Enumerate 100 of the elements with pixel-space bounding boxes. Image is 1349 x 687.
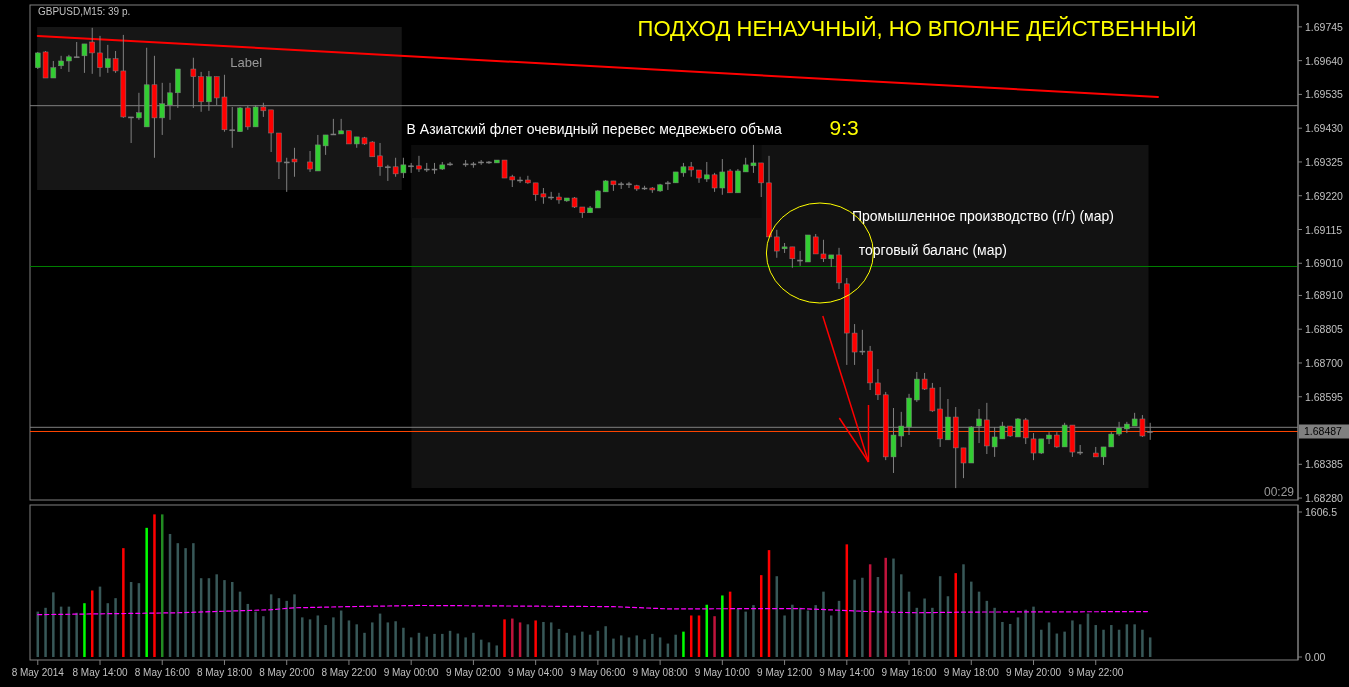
x-tick-label: 8 May 16:00 bbox=[134, 667, 191, 678]
y-tick-label: 1.69430 bbox=[1305, 122, 1344, 135]
bar bbox=[511, 618, 514, 657]
candlestick bbox=[735, 168, 741, 194]
bar bbox=[75, 612, 78, 657]
x-tick-label: 9 May 16:00 bbox=[881, 667, 937, 678]
bar bbox=[970, 581, 973, 657]
y-tick-label: 1.68385 bbox=[1305, 458, 1344, 471]
x-tick-label: 9 May 04:00 bbox=[508, 667, 564, 678]
candlestick bbox=[307, 150, 313, 173]
candlestick bbox=[626, 181, 632, 189]
y-tick-label: 1.69010 bbox=[1305, 257, 1344, 270]
bar bbox=[332, 617, 335, 657]
bar bbox=[153, 514, 156, 657]
annotation: 00:29 bbox=[1263, 485, 1295, 499]
y-tick-label: 1.69220 bbox=[1305, 189, 1344, 202]
bar bbox=[923, 598, 926, 657]
bar bbox=[744, 611, 747, 657]
bar bbox=[861, 577, 864, 657]
annotation: Label bbox=[230, 55, 263, 70]
bar bbox=[355, 624, 358, 657]
bar bbox=[1094, 625, 1097, 657]
candlestick bbox=[1046, 431, 1052, 445]
bar bbox=[1001, 621, 1004, 657]
bar bbox=[44, 607, 47, 657]
bar bbox=[472, 632, 475, 657]
y-tick-label: 1.68910 bbox=[1305, 289, 1344, 302]
bar bbox=[192, 543, 195, 657]
y-tick-label: 1.69115 bbox=[1305, 223, 1343, 236]
candlestick bbox=[128, 116, 134, 144]
bar bbox=[822, 591, 825, 657]
x-tick-label: 9 May 20:00 bbox=[1005, 667, 1062, 678]
bar bbox=[215, 574, 218, 657]
bar bbox=[643, 639, 646, 657]
bar bbox=[604, 626, 607, 657]
bar bbox=[262, 616, 265, 657]
bar bbox=[1063, 631, 1066, 657]
bar bbox=[324, 625, 327, 657]
annotation: Промышленное производство (г/г) (мар) bbox=[851, 208, 1114, 224]
bar bbox=[892, 558, 895, 657]
y-tick-label: 1.69535 bbox=[1305, 88, 1344, 101]
bar bbox=[674, 634, 677, 657]
chart-subtitle: GBPUSD,M15: 39 p. bbox=[38, 6, 131, 17]
bar bbox=[954, 573, 957, 657]
bar bbox=[1071, 620, 1074, 657]
x-tick-label: 8 May 20:00 bbox=[259, 667, 315, 678]
bar bbox=[1040, 629, 1043, 657]
ref-line-label: 1.68487 bbox=[1304, 425, 1343, 438]
bar bbox=[1110, 625, 1113, 657]
x-tick-label: 9 May 10:00 bbox=[694, 667, 751, 678]
bar bbox=[425, 636, 428, 657]
bar bbox=[612, 638, 615, 657]
bar bbox=[993, 607, 996, 657]
annotation: В Азиатский флет очевидный перевес медвежьего объма bbox=[406, 121, 783, 137]
x-tick-label: 8 May 14:00 bbox=[72, 667, 128, 678]
x-tick-label: 8 May 2014 bbox=[11, 667, 65, 678]
y-tick-label: 0.00 bbox=[1305, 651, 1326, 663]
bar bbox=[783, 615, 786, 657]
candlestick bbox=[377, 142, 383, 177]
bar bbox=[884, 557, 887, 657]
bar bbox=[464, 637, 467, 657]
bar bbox=[721, 595, 724, 657]
text: ПОДХОД НЕНАУЧНЫЙ, НО ВПОЛНЕ ДЕЙСТВЕННЫЙ bbox=[637, 16, 1197, 41]
bar bbox=[573, 635, 576, 657]
bar bbox=[433, 633, 436, 657]
y-tick-label: 1.68595 bbox=[1305, 390, 1344, 403]
line-series bbox=[37, 604, 1151, 616]
y-tick-label: 1.68805 bbox=[1305, 323, 1344, 336]
bar bbox=[1032, 606, 1035, 657]
bar bbox=[495, 645, 498, 657]
bar bbox=[581, 631, 584, 657]
bar bbox=[254, 611, 257, 657]
y-tick-label: 1.69745 bbox=[1305, 20, 1344, 33]
bar bbox=[853, 579, 856, 657]
candlestick bbox=[66, 54, 72, 73]
x-tick-label: 9 May 22:00 bbox=[1068, 667, 1124, 678]
bar bbox=[402, 627, 405, 657]
bar bbox=[184, 548, 187, 657]
x-tick-label: 9 May 14:00 bbox=[819, 667, 875, 678]
bar bbox=[900, 574, 903, 657]
candlestick bbox=[58, 55, 64, 70]
x-tick-label: 9 May 08:00 bbox=[632, 667, 689, 678]
x-tick-label: 9 May 12:00 bbox=[757, 667, 813, 678]
bar bbox=[293, 594, 296, 657]
x-tick-label: 9 May 18:00 bbox=[943, 667, 1000, 678]
y-tick-label: 1606.5 bbox=[1305, 506, 1338, 518]
candlestick bbox=[517, 176, 523, 184]
bar bbox=[285, 600, 288, 657]
bar bbox=[534, 620, 537, 657]
bar bbox=[931, 607, 934, 657]
bar bbox=[1141, 629, 1144, 657]
candlestick bbox=[665, 180, 671, 191]
bar bbox=[223, 580, 226, 657]
candlestick bbox=[556, 192, 562, 205]
bar bbox=[441, 633, 444, 657]
candlestick bbox=[875, 368, 881, 401]
candlestick bbox=[797, 250, 803, 267]
candlestick bbox=[727, 168, 733, 194]
bar bbox=[371, 622, 374, 657]
bar bbox=[231, 582, 234, 657]
